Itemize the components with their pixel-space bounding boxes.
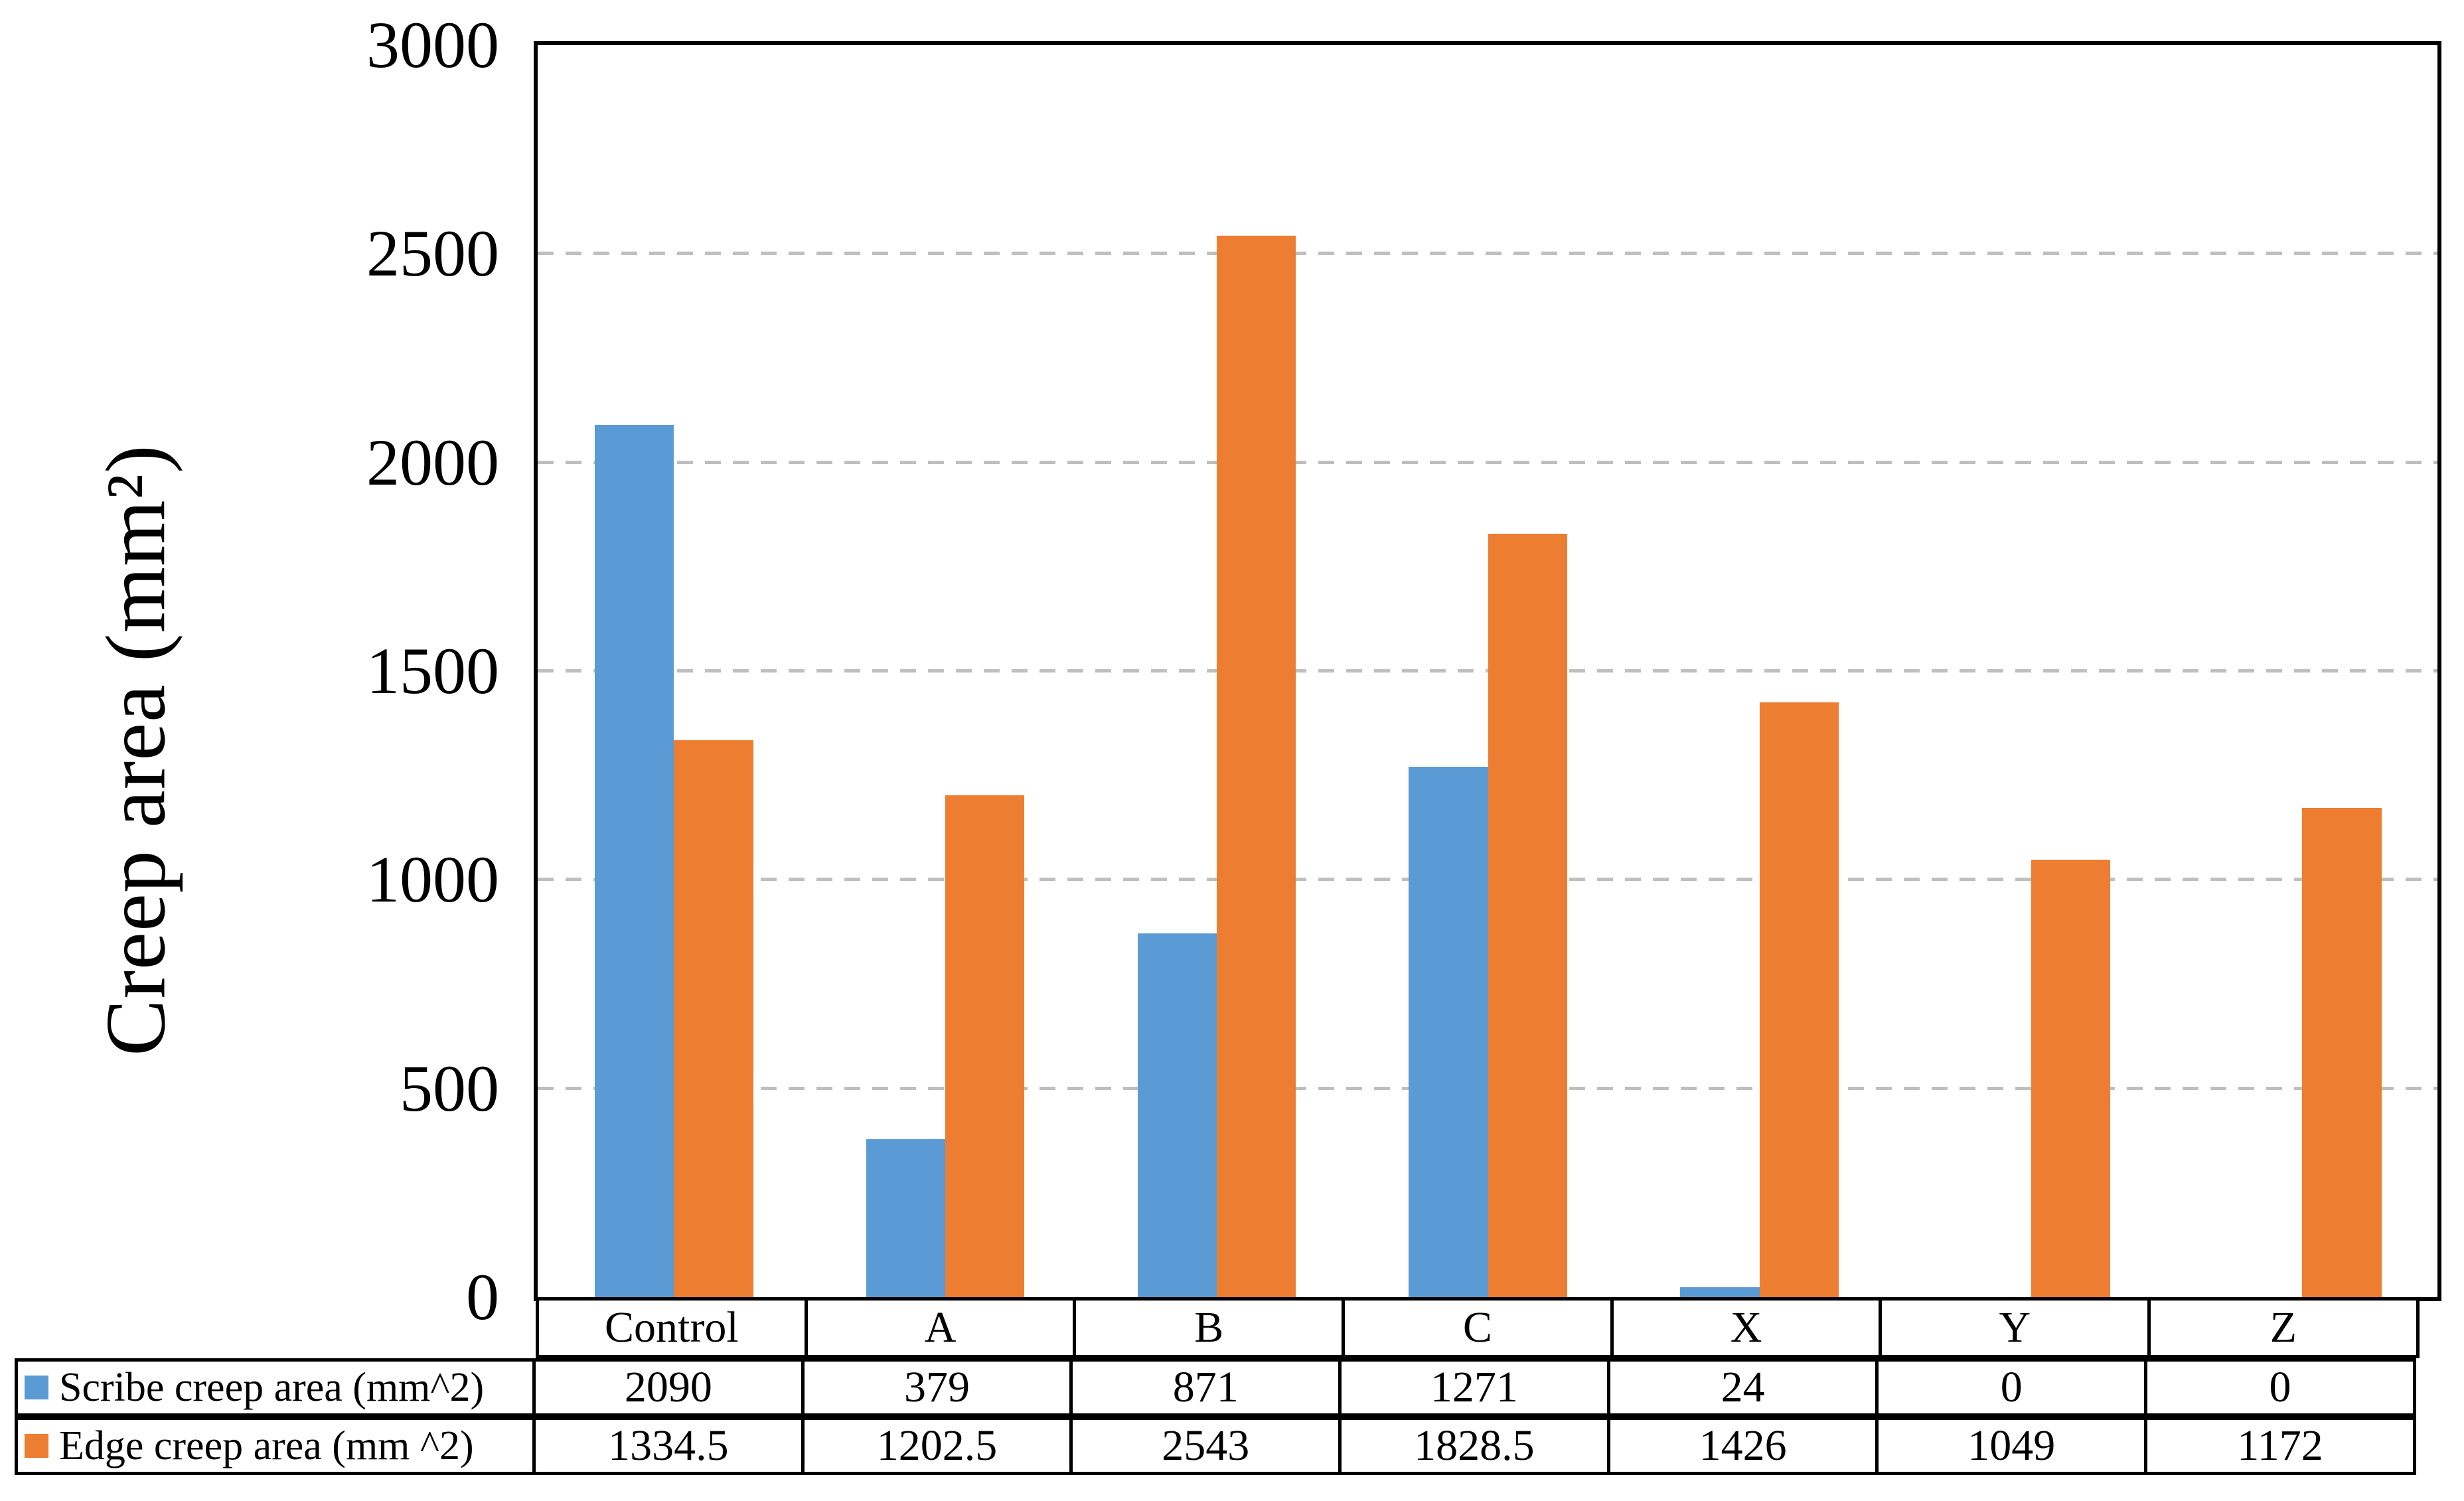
y-tick-label-2500: 2500 xyxy=(366,216,499,291)
category-header-row: Control A B C X Y Z xyxy=(15,1297,2441,1358)
edge-value-cell-b: 2543 xyxy=(1069,1417,1342,1475)
edge-value-cell-x: 1426 xyxy=(1606,1417,1879,1475)
y-tick-label-2000: 2000 xyxy=(366,425,499,499)
legend-cell-scribe: Scribe creep area (mm^2) xyxy=(15,1358,536,1417)
edge-value-cell-z: 1172 xyxy=(2144,1417,2416,1475)
bar-scribe-x xyxy=(1680,1287,1760,1297)
category-header-cell-y: Y xyxy=(1879,1297,2151,1358)
bar-edge-control xyxy=(674,740,753,1297)
bar-edge-b xyxy=(1216,236,1296,1297)
bar-scribe-b xyxy=(1137,933,1217,1297)
bar-edge-x xyxy=(1759,702,1839,1297)
legend-cell-edge: Edge creep area (mm ^2) xyxy=(15,1417,536,1475)
scribe-series-row: Scribe creep area (mm^2) 2090 379 871 1271 2… xyxy=(15,1358,2441,1417)
bar-edge-a xyxy=(945,795,1025,1297)
gridline-2000 xyxy=(538,460,2437,464)
plot-area xyxy=(534,41,2441,1301)
edge-value-cell-control: 1334.5 xyxy=(532,1417,805,1475)
scribe-value-cell-control: 2090 xyxy=(532,1358,805,1417)
y-tick-label-1000: 1000 xyxy=(366,842,499,917)
category-header-cell-c: C xyxy=(1342,1297,1614,1358)
y-axis-title: Creep area (mm²) xyxy=(88,444,183,1056)
legend-swatch-scribe xyxy=(25,1376,48,1399)
bar-scribe-c xyxy=(1409,766,1488,1297)
category-header-cell-b: B xyxy=(1073,1297,1346,1358)
bar-edge-c xyxy=(1488,534,1568,1297)
bar-scribe-a xyxy=(866,1139,946,1297)
scribe-value-cell-a: 379 xyxy=(801,1358,1073,1417)
legend-swatch-edge xyxy=(25,1434,48,1458)
legend-label-edge: Edge creep area (mm ^2) xyxy=(59,1423,474,1468)
scribe-value-cell-b: 871 xyxy=(1069,1358,1342,1417)
category-header-cell-x: X xyxy=(1610,1297,1883,1358)
category-header-cell-z: Z xyxy=(2147,1297,2420,1358)
y-tick-label-0: 0 xyxy=(466,1260,499,1334)
category-header-cell-a: A xyxy=(804,1297,1077,1358)
scribe-value-cell-x: 24 xyxy=(1606,1358,1879,1417)
scribe-value-cell-c: 1271 xyxy=(1338,1358,1610,1417)
edge-value-cell-y: 1049 xyxy=(1875,1417,2148,1475)
gridline-2500 xyxy=(538,252,2437,256)
bar-edge-y xyxy=(2031,859,2110,1297)
edge-value-cell-a: 1202.5 xyxy=(801,1417,1073,1475)
y-tick-label-1500: 1500 xyxy=(366,634,499,708)
y-tick-label-3000: 3000 xyxy=(366,8,499,82)
y-tick-label-500: 500 xyxy=(400,1051,499,1125)
bar-edge-z xyxy=(2302,808,2382,1297)
legend-label-scribe: Scribe creep area (mm^2) xyxy=(59,1364,485,1410)
category-header-cell-control: Control xyxy=(536,1297,808,1358)
bar-scribe-control xyxy=(594,425,674,1297)
gridline-1500 xyxy=(538,669,2437,672)
table-top-left-spacer xyxy=(15,1297,536,1358)
scribe-value-cell-z: 0 xyxy=(2144,1358,2416,1417)
edge-series-row: Edge creep area (mm ^2) 1334.5 1202.5 2543… xyxy=(15,1417,2441,1475)
scribe-value-cell-y: 0 xyxy=(1875,1358,2148,1417)
edge-value-cell-c: 1828.5 xyxy=(1338,1417,1610,1475)
data-table: Control A B C X Y Z Scribe creep area (mm^2) 2… xyxy=(15,1297,2441,1475)
